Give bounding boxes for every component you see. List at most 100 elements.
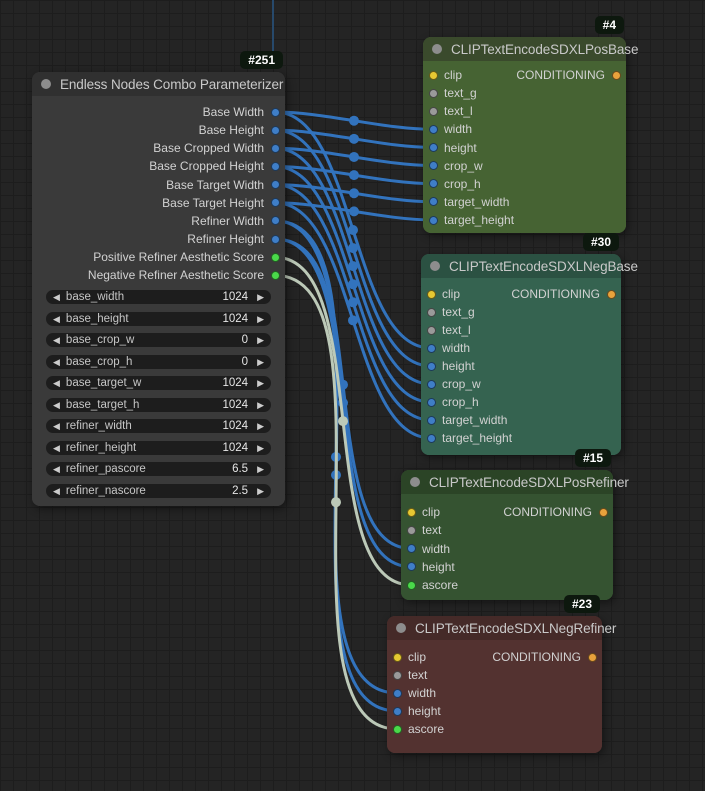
refiner-height-label: Refiner Height: [187, 232, 264, 247]
widget-base-height[interactable]: ◀ base_height 1024 ▶: [45, 310, 272, 327]
widget-refiner-nascore[interactable]: ◀ refiner_nascore 2.5 ▶: [45, 482, 272, 499]
target-height-port[interactable]: [426, 433, 436, 443]
clip-port[interactable]: [406, 507, 416, 517]
target-width-label: target_width: [442, 413, 508, 427]
width-port[interactable]: [428, 124, 438, 134]
clip-port[interactable]: [392, 652, 402, 662]
conditioning-port[interactable]: [587, 652, 597, 662]
node-titlebar[interactable]: [401, 470, 613, 494]
text-g-label: text_g: [442, 305, 475, 319]
decrement-arrow-icon[interactable]: ◀: [53, 464, 60, 474]
node-id-badge: #4: [594, 16, 624, 34]
node-titlebar[interactable]: [421, 254, 621, 278]
decrement-arrow-icon[interactable]: ◀: [53, 421, 60, 431]
widget-value: 1024: [222, 312, 249, 325]
positive-refiner-aesthetic-score-port[interactable]: [270, 252, 280, 262]
base-target-height-port[interactable]: [270, 198, 280, 208]
target-width-port[interactable]: [428, 197, 438, 207]
text-port[interactable]: [406, 525, 416, 535]
refiner-width-label: Refiner Width: [191, 213, 264, 228]
height-port[interactable]: [428, 143, 438, 152]
increment-arrow-icon[interactable]: ▶: [257, 399, 264, 410]
negative-refiner-aesthetic-score-port[interactable]: [270, 270, 280, 280]
increment-arrow-icon[interactable]: ▶: [257, 356, 264, 367]
decrement-arrow-icon[interactable]: ◀: [53, 356, 60, 367]
base-cropped-width-port[interactable]: [270, 143, 280, 153]
crop-h-port[interactable]: [426, 397, 436, 407]
refiner-height-port[interactable]: [270, 234, 280, 244]
base-width-port[interactable]: [270, 107, 280, 117]
conditioning-port[interactable]: [606, 289, 616, 299]
text-g-port[interactable]: [428, 88, 438, 98]
increment-arrow-icon[interactable]: ▶: [257, 292, 264, 302]
link-midpoint-dot: [349, 170, 359, 181]
increment-arrow-icon[interactable]: ▶: [257, 464, 264, 474]
height-port[interactable]: [406, 562, 416, 572]
text-l-label: text_l: [444, 104, 473, 119]
node-cliptextencodesdxlposrefiner[interactable]: CLIPTextEncodeSDXLPosRefiner #15 clip CONDI…: [401, 449, 629, 600]
decrement-arrow-icon[interactable]: ◀: [53, 485, 60, 496]
clip-port[interactable]: [426, 289, 436, 299]
node-cliptextencodesdxlnegbase[interactable]: CLIPTextEncodeSDXLNegBase #30 clip CONDITIO…: [421, 233, 638, 455]
clip-port[interactable]: [428, 70, 438, 80]
decrement-arrow-icon[interactable]: ◀: [53, 399, 60, 410]
base-cropped-height-port[interactable]: [270, 161, 280, 171]
crop-h-port[interactable]: [428, 179, 438, 189]
text-g-label: text_g: [444, 86, 477, 101]
link-midpoint-dot: [338, 416, 348, 427]
height-port[interactable]: [392, 706, 402, 716]
text-g-port[interactable]: [426, 307, 436, 317]
ascore-port[interactable]: [392, 724, 402, 734]
decrement-arrow-icon[interactable]: ◀: [53, 378, 60, 388]
widget-refiner-pascore[interactable]: ◀ refiner_pascore 6.5 ▶: [45, 461, 272, 477]
decrement-arrow-icon[interactable]: ◀: [53, 292, 60, 302]
height-port[interactable]: [426, 361, 436, 371]
node-titlebar[interactable]: [32, 72, 285, 96]
collapse-dot-icon[interactable]: [410, 477, 420, 487]
collapse-dot-icon[interactable]: [41, 79, 51, 89]
widget-base-crop-h[interactable]: ◀ base_crop_h 0 ▶: [45, 353, 272, 370]
widget-base-target-h[interactable]: ◀ base_target_h 1024 ▶: [45, 396, 272, 413]
width-port[interactable]: [392, 688, 402, 698]
ascore-port[interactable]: [406, 580, 416, 590]
increment-arrow-icon[interactable]: ▶: [257, 421, 264, 431]
width-port[interactable]: [426, 343, 436, 353]
text-l-port[interactable]: [426, 325, 436, 335]
target-height-port[interactable]: [428, 215, 438, 225]
node-cliptextencodesdxlnegrefiner[interactable]: CLIPTextEncodeSDXLNegRefiner #23 clip CONDI…: [387, 595, 616, 753]
increment-arrow-icon[interactable]: ▶: [257, 313, 264, 324]
node-titlebar[interactable]: [423, 37, 626, 61]
increment-arrow-icon[interactable]: ▶: [257, 485, 264, 496]
increment-arrow-icon[interactable]: ▶: [257, 335, 264, 345]
widget-refiner-width[interactable]: ◀ refiner_width 1024 ▶: [45, 418, 272, 434]
decrement-arrow-icon[interactable]: ◀: [53, 313, 60, 324]
base-target-width-port[interactable]: [270, 180, 280, 190]
decrement-arrow-icon[interactable]: ◀: [53, 335, 60, 345]
node-cliptextencodesdxlposbase[interactable]: CLIPTextEncodeSDXLPosBase #4 clip CONDITION…: [423, 16, 638, 233]
increment-arrow-icon[interactable]: ▶: [257, 378, 264, 388]
width-port[interactable]: [406, 544, 416, 553]
increment-arrow-icon[interactable]: ▶: [257, 442, 264, 453]
text-port[interactable]: [392, 670, 402, 680]
crop-w-label: crop_w: [442, 377, 481, 391]
crop-w-port[interactable]: [426, 379, 436, 389]
widget-name: refiner_pascore: [65, 463, 146, 475]
conditioning-port[interactable]: [598, 507, 608, 517]
refiner-width-port[interactable]: [270, 216, 280, 226]
widget-refiner-height[interactable]: ◀ refiner_height 1024 ▶: [45, 439, 272, 456]
decrement-arrow-icon[interactable]: ◀: [53, 442, 60, 453]
node-titlebar[interactable]: [387, 616, 602, 640]
conditioning-port[interactable]: [611, 70, 621, 80]
collapse-dot-icon[interactable]: [430, 261, 440, 271]
text-l-port[interactable]: [428, 106, 438, 116]
target-width-port[interactable]: [426, 415, 436, 425]
collapse-dot-icon[interactable]: [396, 623, 406, 633]
crop-w-port[interactable]: [428, 161, 438, 171]
collapse-dot-icon[interactable]: [432, 44, 442, 54]
widget-base-target-w[interactable]: ◀ base_target_w 1024 ▶: [45, 375, 272, 391]
base-height-port[interactable]: [270, 125, 280, 135]
widget-base-width[interactable]: ◀ base_width 1024 ▶: [45, 289, 272, 305]
node-endless-nodes-combo-parameterizer[interactable]: Endless Nodes Combo Parameterizer #251 Bas…: [32, 51, 285, 506]
widget-base-crop-w[interactable]: ◀ base_crop_w 0 ▶: [45, 332, 272, 348]
